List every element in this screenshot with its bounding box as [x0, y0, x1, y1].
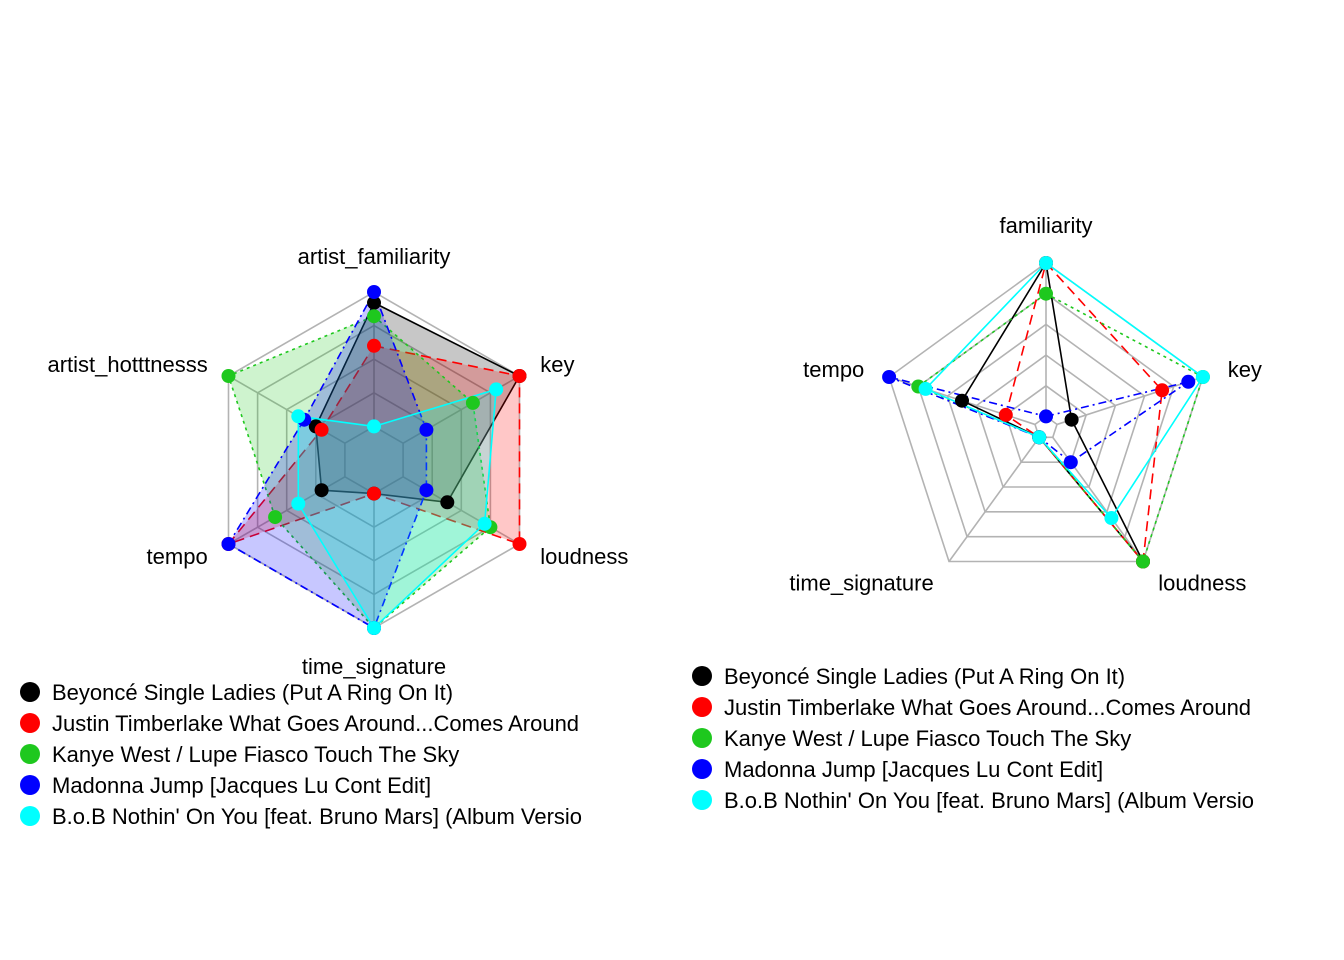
data-point: [1155, 383, 1170, 398]
grid-ring: [1004, 384, 1088, 464]
data-point: [489, 382, 504, 397]
data-point: [367, 486, 381, 501]
legend: Beyoncé Single Ladies (Put A Ring On It)…: [20, 680, 582, 829]
data-point: [221, 537, 236, 551]
grid-spoke: [1056, 376, 1204, 426]
axis-label-key: key: [540, 352, 574, 377]
legend-entry: B.o.B Nothin' On You [feat. Bruno Mars] …: [724, 788, 1254, 813]
legend-entry: Madonna Jump [Jacques Lu Cont Edit]: [52, 773, 431, 798]
legend-entry: Madonna Jump [Jacques Lu Cont Edit]: [724, 757, 1103, 782]
series-polygon-kanye-west-lupe-fiasco-t: [916, 292, 1204, 564]
legend-marker: [20, 713, 40, 733]
grid-spoke: [1052, 436, 1144, 562]
data-point: [477, 516, 492, 531]
data-point: [367, 285, 381, 299]
series-polygon-madonna-jump-jacques-lu-: [888, 376, 1189, 464]
data-point: [882, 370, 897, 384]
data-point: [1104, 511, 1119, 525]
data-point: [1032, 430, 1047, 445]
legend-marker: [692, 697, 712, 717]
radar-chart-right: familiarity key loudness time_signature temp…: [692, 213, 1262, 813]
data-point: [1063, 455, 1078, 470]
data-point: [1181, 374, 1196, 389]
data-point: [918, 381, 933, 396]
legend-entry: B.o.B Nothin' On You [feat. Bruno Mars] …: [52, 804, 582, 829]
legend-marker: [20, 744, 40, 764]
axis-label-loudness: loudness: [540, 544, 628, 569]
data-point: [998, 407, 1013, 422]
legend-entry: Kanye West / Lupe Fiasco Touch The Sky: [52, 742, 459, 767]
data-point: [512, 369, 527, 383]
grid-ring: [975, 354, 1117, 488]
grid-ring: [946, 323, 1146, 513]
data-point: [291, 409, 306, 424]
data-point: [465, 395, 480, 410]
data-point: [440, 495, 455, 510]
axis-label-time-signature: time_signature: [302, 654, 446, 679]
axis-label-artist-familiarity: artist_familiarity: [298, 244, 451, 269]
legend-marker: [692, 759, 712, 779]
legend-entry: Beyoncé Single Ladies (Put A Ring On It): [52, 680, 453, 705]
legend-entry: Justin Timberlake What Goes Around...Com…: [724, 695, 1251, 720]
legend-marker: [692, 666, 712, 686]
data-point: [314, 483, 329, 498]
legend-marker: [692, 728, 712, 748]
legend-marker: [20, 806, 40, 826]
axis-label-tempo: tempo: [803, 357, 864, 382]
data-point: [419, 422, 434, 437]
grid-spoke: [948, 436, 1040, 562]
legend-entry: Justin Timberlake What Goes Around...Com…: [52, 711, 579, 736]
data-point: [268, 510, 283, 525]
data-point: [1039, 256, 1053, 270]
data-point: [419, 483, 434, 498]
data-point: [291, 496, 306, 511]
data-point: [221, 369, 236, 383]
data-point: [314, 422, 329, 437]
data-point: [367, 295, 381, 310]
data-point: [1064, 412, 1079, 427]
data-point: [367, 338, 381, 353]
axis-label-time-signature: time_signature: [789, 571, 933, 596]
data-point: [1195, 370, 1210, 384]
axis-label-familiarity: familiarity: [1000, 213, 1093, 238]
legend-marker: [20, 682, 40, 702]
data-point: [367, 419, 381, 434]
legend-marker: [20, 775, 40, 795]
axis-label-tempo: tempo: [147, 544, 208, 569]
series-polygon-b-o-b-nothin-on-you-feat: [924, 261, 1204, 520]
data-point: [1039, 409, 1053, 424]
grid-ring: [917, 292, 1175, 538]
series-polygon-justin-timberlake-what-g: [1004, 261, 1163, 564]
legend: Beyoncé Single Ladies (Put A Ring On It)…: [692, 664, 1254, 813]
axis-label-artist-hotttnesss: artist_hotttnesss: [48, 352, 208, 377]
data-point: [367, 309, 381, 324]
data-point: [367, 621, 381, 635]
data-point: [1136, 554, 1150, 569]
data-point: [955, 393, 969, 408]
legend-entry: Kanye West / Lupe Fiasco Touch The Sky: [724, 726, 1131, 751]
axis-label-key: key: [1228, 357, 1262, 382]
axis-label-loudness: loudness: [1158, 571, 1246, 596]
legend-marker: [692, 790, 712, 810]
data-point: [1039, 286, 1053, 301]
legend-entry: Beyoncé Single Ladies (Put A Ring On It): [724, 664, 1125, 689]
data-point: [512, 537, 527, 551]
